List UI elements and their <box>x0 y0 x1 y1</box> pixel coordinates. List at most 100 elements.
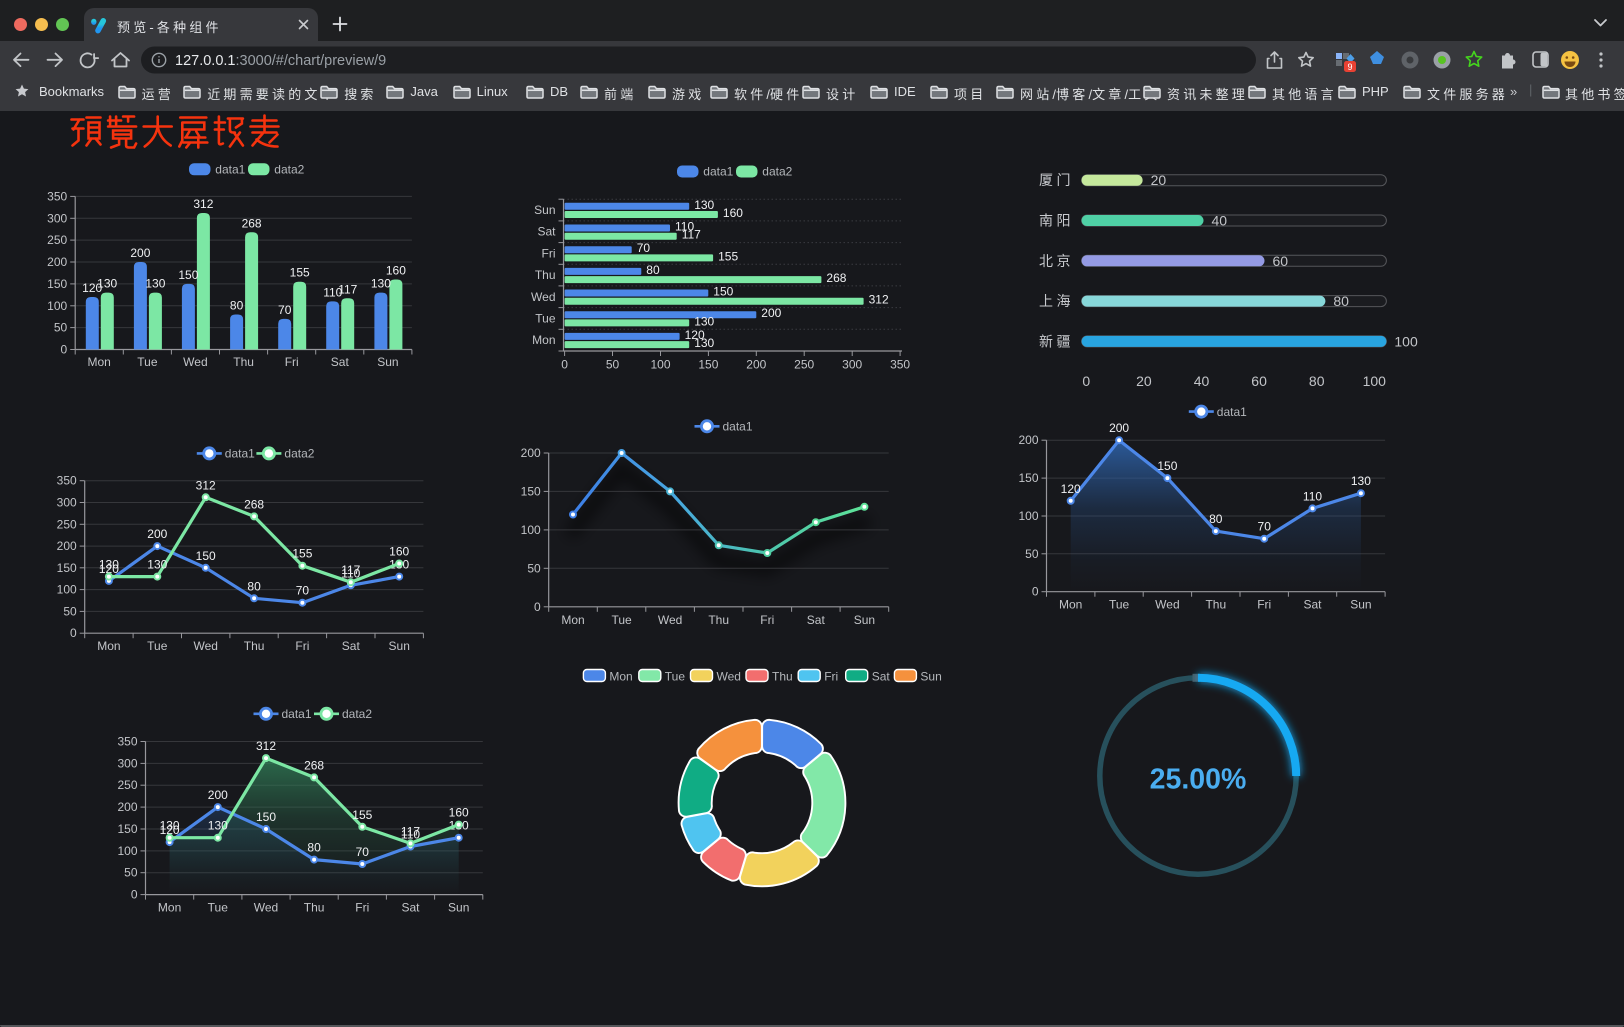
svg-text:厦门: 厦门 <box>1039 172 1074 188</box>
svg-text:200: 200 <box>130 246 150 260</box>
svg-text:150: 150 <box>713 285 733 299</box>
svg-text:Thu: Thu <box>304 901 325 915</box>
svg-text:Mon: Mon <box>609 670 632 684</box>
svg-text:117: 117 <box>341 563 360 577</box>
svg-text:200: 200 <box>1018 433 1038 447</box>
svg-text:120: 120 <box>160 823 180 837</box>
svg-text:Mon: Mon <box>88 355 111 369</box>
svg-text:Tue: Tue <box>1109 598 1130 612</box>
svg-text:Wed: Wed <box>1155 598 1179 612</box>
svg-text:Sat: Sat <box>401 901 420 915</box>
svg-text:200: 200 <box>117 800 137 814</box>
svg-text:200: 200 <box>746 358 766 372</box>
svg-text:268: 268 <box>826 271 846 285</box>
svg-text:100: 100 <box>1394 333 1418 349</box>
svg-text:155: 155 <box>352 808 372 822</box>
svg-text:150: 150 <box>256 810 276 824</box>
svg-text:250: 250 <box>117 778 137 792</box>
svg-text:Fri: Fri <box>285 355 299 369</box>
svg-text:20: 20 <box>1151 172 1167 188</box>
svg-text:50: 50 <box>54 321 68 335</box>
svg-text:20: 20 <box>1136 373 1152 389</box>
svg-text:80: 80 <box>646 263 660 277</box>
svg-text:300: 300 <box>117 756 137 770</box>
svg-text:130: 130 <box>694 314 714 328</box>
svg-text:Thu: Thu <box>772 670 793 684</box>
svg-text:Sun: Sun <box>389 639 410 653</box>
svg-text:100: 100 <box>521 523 541 537</box>
svg-text:350: 350 <box>117 735 137 749</box>
svg-text:Mon: Mon <box>97 639 120 653</box>
svg-text:100: 100 <box>57 583 77 597</box>
svg-text:150: 150 <box>521 484 541 498</box>
svg-text:130: 130 <box>97 277 117 291</box>
svg-text:120: 120 <box>99 562 119 576</box>
svg-text:data1: data1 <box>225 447 255 461</box>
svg-text:0: 0 <box>1082 373 1090 389</box>
svg-text:Thu: Thu <box>244 639 265 653</box>
svg-text:130: 130 <box>694 198 714 212</box>
svg-text:155: 155 <box>718 249 738 263</box>
svg-text:250: 250 <box>794 358 814 372</box>
svg-text:160: 160 <box>449 806 469 820</box>
svg-text:110: 110 <box>675 220 694 234</box>
svg-text:Sat: Sat <box>1303 598 1322 612</box>
svg-text:Sun: Sun <box>1350 598 1371 612</box>
svg-text:南阳: 南阳 <box>1039 213 1074 229</box>
svg-text:9: 9 <box>1347 62 1352 72</box>
svg-text:130: 130 <box>694 336 714 350</box>
svg-text:117: 117 <box>338 282 357 296</box>
svg-text:150: 150 <box>178 268 198 282</box>
svg-text:117: 117 <box>682 228 701 242</box>
svg-text:25.00%: 25.00% <box>1150 764 1247 796</box>
svg-text:Sun: Sun <box>534 203 555 217</box>
svg-text:120: 120 <box>685 328 705 342</box>
svg-text:130: 130 <box>160 819 180 833</box>
svg-text:160: 160 <box>723 206 743 220</box>
svg-text:127.0.0.1:3000/#/chart/preview: 127.0.0.1:3000/#/chart/preview/9 <box>175 53 386 69</box>
svg-text:北京: 北京 <box>1039 253 1074 269</box>
svg-text:80: 80 <box>307 841 321 855</box>
svg-text:0: 0 <box>131 888 138 902</box>
svg-text:100: 100 <box>1363 373 1387 389</box>
svg-text:60: 60 <box>1251 373 1267 389</box>
svg-text:200: 200 <box>1109 421 1129 435</box>
svg-text:0: 0 <box>534 600 541 614</box>
svg-text:100: 100 <box>117 844 137 858</box>
svg-text:上海: 上海 <box>1039 293 1074 309</box>
svg-text:50: 50 <box>606 358 620 372</box>
svg-text:268: 268 <box>244 497 264 511</box>
svg-text:60: 60 <box>1273 253 1289 269</box>
svg-text:312: 312 <box>196 478 216 492</box>
svg-text:150: 150 <box>1018 471 1038 485</box>
svg-text:70: 70 <box>356 845 370 859</box>
svg-text:Wed: Wed <box>193 639 217 653</box>
svg-text:160: 160 <box>386 264 406 278</box>
svg-text:Wed: Wed <box>658 613 682 627</box>
svg-text:data2: data2 <box>762 165 792 179</box>
svg-text:200: 200 <box>57 539 77 553</box>
svg-text:50: 50 <box>63 604 77 618</box>
svg-text:Sun: Sun <box>448 901 469 915</box>
svg-text:Thu: Thu <box>535 268 556 282</box>
svg-text:Thu: Thu <box>708 613 729 627</box>
svg-text:300: 300 <box>57 496 77 510</box>
svg-text:200: 200 <box>521 446 541 460</box>
svg-text:80: 80 <box>1209 512 1223 526</box>
svg-text:300: 300 <box>842 358 862 372</box>
svg-text:70: 70 <box>278 303 292 317</box>
svg-text:110: 110 <box>1303 489 1322 503</box>
svg-text:160: 160 <box>389 545 409 559</box>
svg-text:Sun: Sun <box>377 355 398 369</box>
svg-text:data2: data2 <box>284 447 314 461</box>
svg-text:Tue: Tue <box>208 901 229 915</box>
svg-text:Wed: Wed <box>183 355 207 369</box>
svg-text:120: 120 <box>1061 482 1081 496</box>
svg-text:Mon: Mon <box>1059 598 1082 612</box>
svg-text:150: 150 <box>196 549 216 563</box>
svg-text:Mon: Mon <box>158 901 181 915</box>
svg-text:0: 0 <box>70 626 77 640</box>
svg-text:新疆: 新疆 <box>1039 333 1074 349</box>
svg-text:150: 150 <box>698 358 718 372</box>
svg-text:312: 312 <box>193 197 213 211</box>
